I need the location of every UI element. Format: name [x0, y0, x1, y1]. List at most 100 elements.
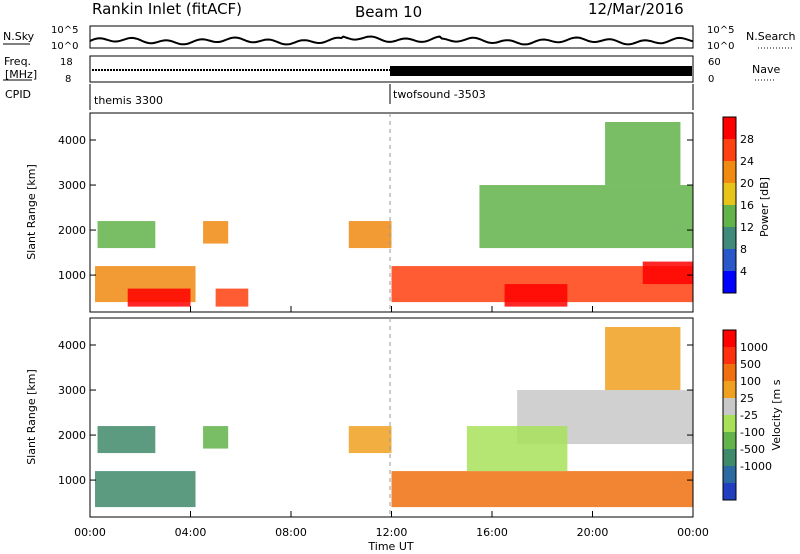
power-colorbar-cell [723, 161, 736, 183]
velocity-colorbar-cell [723, 330, 736, 347]
time-tick-label: 04:00 [175, 526, 207, 539]
noise-left-label: N.Sky [3, 30, 35, 43]
freq-tick-bottom: 8 [65, 74, 71, 85]
time-tick-label: 08:00 [275, 526, 307, 539]
power-region-8 [479, 185, 693, 249]
velocity-colorbar-cell [723, 381, 736, 398]
power-region-4 [215, 288, 249, 307]
velocity-colorbar-tick: 100 [740, 375, 761, 388]
nave-tick-bottom: 0 [708, 74, 714, 85]
nave-label: Nave [752, 63, 780, 76]
velocity-colorbar-tick: -25 [740, 409, 758, 422]
velocity-colorbar-tick: -100 [740, 426, 765, 439]
power-colorbar-tick: 12 [740, 221, 754, 234]
power-colorbar-cell [723, 117, 736, 139]
power-colorbar-tick: 8 [740, 243, 747, 256]
power-colorbar: 4 8 12 16 20 24 28 Power [dB] [722, 116, 771, 294]
velocity-region-0 [95, 471, 196, 508]
power-region-3 [203, 221, 229, 244]
power-colorbar-cell [723, 183, 736, 205]
time-tick-label: 16:00 [476, 526, 508, 539]
velocity-colorbar-cell [723, 466, 736, 483]
velocity-region-7 [605, 327, 681, 391]
power-colorbar-cell [723, 227, 736, 249]
time-tick-label: 12:00 [376, 526, 408, 539]
power-region-9 [605, 122, 681, 186]
time-tick-label: 00:00 [677, 526, 709, 539]
power-colorbar-label: Power [dB] [758, 177, 771, 237]
velocity-data-layer [95, 327, 693, 508]
power-colorbar-tick: 24 [740, 155, 754, 168]
cpid-label: CPID [5, 88, 31, 101]
power-ylabel: Slant Range [km] [25, 164, 38, 260]
date-title: 12/Mar/2016 [588, 0, 684, 18]
time-tick-label: 20:00 [577, 526, 609, 539]
noise-tick-bottom-right: 10^0 [707, 41, 734, 52]
power-colorbar-tick: 28 [740, 133, 754, 146]
frequency-panel: Freq. [MHz] 18 8 60 0 Nave [3, 55, 780, 85]
time-axis: 00:00 04:00 08:00 12:00 16:00 20:00 00:00 [74, 306, 709, 539]
velocity-colorbar-cell [723, 347, 736, 364]
power-region-2 [97, 221, 156, 249]
power-colorbar-tick: 20 [740, 177, 754, 190]
cpid-mode-2: twofsound -3503 [393, 88, 486, 101]
velocity-region-3 [348, 426, 392, 454]
velocity-ytick-label: 3000 [58, 384, 86, 397]
power-colorbar-cell [723, 139, 736, 161]
power-colorbar-cell [723, 271, 736, 293]
power-region-1 [127, 288, 191, 307]
velocity-colorbar-tick: -1000 [740, 460, 772, 473]
velocity-colorbar-tick: -500 [740, 443, 765, 456]
noise-tick-top-right: 10^5 [707, 25, 734, 36]
velocity-colorbar: 1000 500 100 25 -25 -100 -500 -1000 Velocity [m… [722, 329, 783, 501]
velocity-colorbar-cell [723, 415, 736, 432]
velocity-region-4 [391, 471, 693, 508]
power-ytick-label: 3000 [58, 179, 86, 192]
noise-line [89, 35, 694, 46]
velocity-region-2 [203, 426, 229, 449]
velocity-colorbar-tick: 25 [740, 392, 754, 405]
power-region-10 [642, 261, 693, 285]
station-title: Rankin Inlet (fitACF) [92, 0, 242, 18]
power-colorbar-cell [723, 249, 736, 271]
velocity-region-1 [97, 426, 156, 454]
cpid-mode-1: themis 3300 [94, 94, 163, 107]
power-panel: 1000 2000 3000 4000 Slant Range [km] [25, 112, 694, 313]
velocity-panel: 1000 2000 3000 4000 Slant Range [km] [25, 317, 694, 518]
power-data-layer [95, 122, 693, 307]
velocity-ylabel: Slant Range [km] [25, 369, 38, 465]
power-y-ticks: 1000 2000 3000 4000 [58, 134, 693, 282]
noise-tick-bottom-left: 10^0 [51, 41, 78, 52]
velocity-region-6 [466, 426, 568, 472]
power-ytick-label: 1000 [58, 269, 86, 282]
velocity-colorbar-cell [723, 483, 736, 500]
freq-label-2: [MHz] [5, 68, 37, 81]
time-axis-label: Time UT [367, 540, 413, 553]
cpid-panel: CPID themis 3300 twofsound -3503 [5, 84, 694, 110]
velocity-ytick-label: 4000 [58, 339, 86, 352]
time-tick-label: 00:00 [74, 526, 106, 539]
power-region-7 [504, 284, 568, 307]
freq-tick-top: 18 [60, 57, 73, 68]
noise-tick-top-left: 10^5 [51, 25, 78, 36]
velocity-y-ticks: 1000 2000 3000 4000 [58, 339, 693, 487]
nave-tick-top: 60 [708, 57, 721, 68]
power-colorbar-tick: 4 [740, 265, 747, 278]
velocity-ytick-label: 2000 [58, 429, 86, 442]
nave-bars [390, 66, 692, 76]
noise-right-label: N.Search [746, 30, 796, 43]
power-colorbar-tick: 16 [740, 199, 754, 212]
power-ytick-label: 4000 [58, 134, 86, 147]
velocity-colorbar-cell [723, 398, 736, 415]
freq-label-1: Freq. [4, 55, 31, 68]
velocity-colorbar-cell [723, 449, 736, 466]
velocity-ytick-label: 1000 [58, 474, 86, 487]
velocity-colorbar-cell [723, 364, 736, 381]
noise-panel: N.Sky 10^5 10^0 10^5 10^0 N.Search [3, 25, 796, 52]
velocity-colorbar-tick: 1000 [740, 341, 768, 354]
power-ytick-label: 2000 [58, 224, 86, 237]
velocity-colorbar-label: Velocity [m s [770, 379, 783, 450]
velocity-colorbar-tick: 500 [740, 358, 761, 371]
velocity-colorbar-cell [723, 432, 736, 449]
